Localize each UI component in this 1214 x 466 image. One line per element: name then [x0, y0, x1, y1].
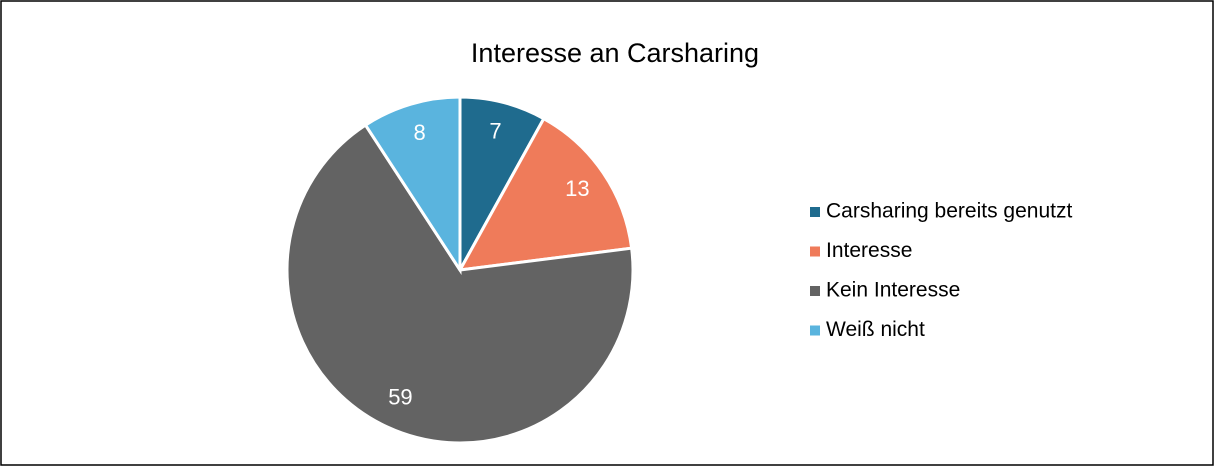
legend-label: Interesse: [826, 239, 912, 262]
legend-label: Carsharing bereits genutzt: [826, 200, 1072, 223]
legend-swatch: [810, 286, 820, 296]
legend-swatch: [810, 207, 820, 217]
data-label: 59: [388, 385, 412, 410]
pie-slice: [285, 123, 635, 445]
chart-title: Interesse an Carsharing: [471, 38, 759, 68]
data-label: 13: [565, 176, 589, 201]
data-label: 7: [489, 118, 501, 143]
pie-slice: [457, 116, 634, 272]
pie-slice: [363, 95, 462, 276]
legend-swatch: [810, 325, 820, 336]
legend-label: Kein Interesse: [826, 279, 960, 302]
legend-swatch: [810, 246, 820, 257]
data-label: 8: [413, 120, 425, 145]
legend-label: Weiß nicht: [826, 318, 925, 341]
